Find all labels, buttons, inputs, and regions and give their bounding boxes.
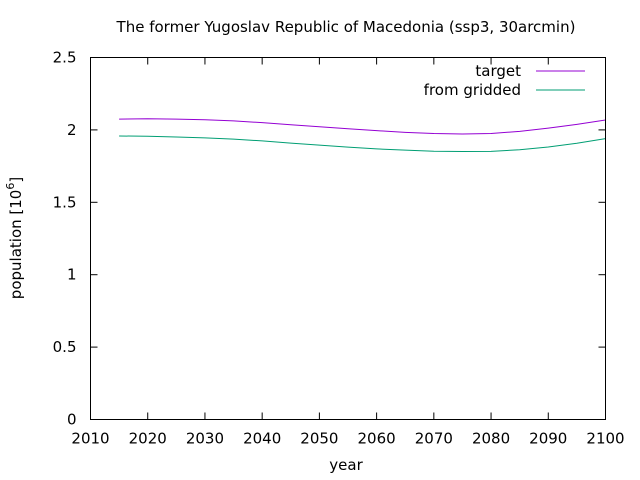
x-tick-label: 2040 bbox=[243, 430, 281, 448]
x-tick-label: 2070 bbox=[415, 430, 453, 448]
x-tick-label: 2060 bbox=[358, 430, 396, 448]
plot-frame bbox=[90, 57, 606, 420]
x-tick-label: 2050 bbox=[300, 430, 338, 448]
y-tick-label: 2.5 bbox=[53, 49, 77, 67]
x-axis-ticks: 2010 2020 2030 2040 2050 2060 2070 2080 2090 2100 bbox=[71, 57, 625, 448]
y-axis-label-exponent: 6 bbox=[4, 183, 17, 190]
y-tick-label: 0.5 bbox=[53, 338, 77, 356]
y-tick-label: 2 bbox=[67, 121, 77, 139]
x-tick-label: 2100 bbox=[586, 430, 624, 448]
x-axis-label: year bbox=[329, 456, 363, 474]
y-axis-label: population [106] bbox=[4, 177, 25, 299]
series-line-0 bbox=[119, 118, 606, 135]
chart-title: The former Yugoslav Republic of Macedoni… bbox=[116, 18, 576, 36]
y-axis-label-base: population [10 bbox=[7, 190, 25, 300]
y-tick-label: 1 bbox=[67, 266, 77, 284]
plot-lines bbox=[119, 118, 606, 152]
y-axis-ticks: 0 0.5 1 1.5 2 2.5 bbox=[53, 49, 606, 429]
x-tick-label: 2020 bbox=[129, 430, 167, 448]
y-axis-label-close: ] bbox=[7, 177, 25, 183]
x-tick-label: 2090 bbox=[529, 430, 567, 448]
legend-label-0: target bbox=[475, 62, 521, 80]
legend-label-1: from gridded bbox=[424, 81, 521, 99]
x-tick-label: 2080 bbox=[472, 430, 510, 448]
x-tick-label: 2010 bbox=[71, 430, 109, 448]
y-tick-label: 0 bbox=[67, 411, 77, 429]
x-tick-label: 2030 bbox=[186, 430, 224, 448]
series-line-1 bbox=[119, 135, 606, 152]
y-tick-label: 1.5 bbox=[53, 193, 77, 211]
